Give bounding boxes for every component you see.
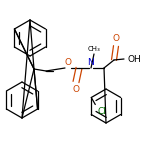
Text: O: O: [112, 34, 119, 43]
Text: OH: OH: [128, 55, 142, 64]
Text: N: N: [88, 58, 94, 67]
Text: CH₃: CH₃: [88, 46, 100, 52]
Text: Cl: Cl: [97, 107, 106, 116]
Text: O: O: [73, 85, 79, 94]
Text: O: O: [64, 58, 71, 67]
